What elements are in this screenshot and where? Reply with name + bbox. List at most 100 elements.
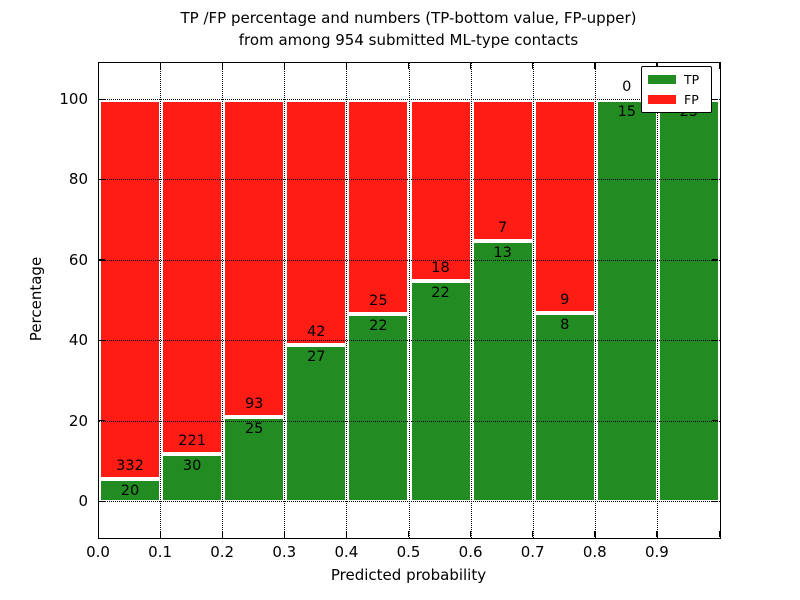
x-tick-label: 0.9 (644, 543, 669, 561)
fp-bar-segment (161, 100, 224, 454)
fp-bar-segment (409, 100, 472, 281)
x-tick-label: 0.5 (396, 543, 421, 561)
x-tick-mark (718, 531, 720, 537)
chart-title-line1: TP /FP percentage and numbers (TP-bottom… (180, 9, 637, 27)
x-tick-label: 0.8 (582, 543, 607, 561)
fp-count-label: 0 (622, 79, 632, 95)
x-tick-mark (470, 531, 472, 537)
x-tick-mark (283, 531, 286, 537)
legend-row-tp: TP (648, 72, 705, 87)
y-axis-label: Percentage (27, 256, 45, 342)
fp-bar-segment (471, 100, 534, 241)
tp-bar-segment (409, 280, 472, 502)
y-tick-label: 40 (68, 331, 88, 350)
y-tick-mark (99, 339, 105, 341)
tp-count-label: 22 (369, 317, 388, 334)
horizontal-gridline (99, 501, 720, 502)
tp-bar-segment (471, 240, 534, 502)
tp-legend-swatch-icon (648, 75, 676, 85)
fp-bar-segment (223, 100, 286, 417)
y-tick-mark (712, 420, 718, 422)
tp-count-label: 20 (120, 483, 140, 500)
y-tick-label: 20 (68, 411, 88, 430)
fp-count-label: 332 (116, 458, 144, 475)
x-tick-mark (408, 531, 410, 537)
x-tick-mark (656, 531, 658, 537)
vertical-gridline (532, 63, 534, 538)
y-tick-label: 80 (68, 170, 88, 189)
vertical-gridline (284, 63, 286, 538)
tp-count-label: 22 (431, 284, 450, 301)
y-tick-mark (99, 259, 105, 261)
tp-bar-segment (595, 100, 658, 502)
vertical-gridline (470, 63, 472, 538)
y-tick-mark (99, 420, 105, 422)
x-tick-mark (221, 531, 223, 537)
fp-count-label: 93 (244, 395, 264, 412)
x-tick-label: 0.6 (458, 543, 483, 561)
x-tick-mark (532, 63, 534, 69)
fp-count-label: 7 (497, 219, 508, 236)
legend-label-fp: FP (684, 91, 699, 107)
tp-bar-segment (285, 344, 348, 502)
x-axis-label: Predicted probability (330, 566, 487, 584)
fp-bar-segment (99, 100, 162, 480)
horizontal-gridline (99, 340, 720, 342)
tp-bar-segment (161, 453, 224, 502)
vertical-gridline (594, 63, 596, 538)
y-tick-mark (712, 98, 718, 100)
x-tick-mark (594, 531, 596, 537)
y-tick-mark (99, 98, 105, 100)
tp-bar-segment (99, 479, 162, 502)
vertical-gridline (408, 63, 410, 538)
x-tick-mark (594, 63, 596, 69)
y-tick-mark (712, 500, 718, 502)
tp-bar-segment (533, 312, 596, 502)
x-tick-label: 0.4 (334, 543, 359, 561)
x-tick-label: 0.0 (86, 543, 110, 561)
x-tick-mark (718, 63, 720, 69)
vertical-gridline (222, 63, 224, 538)
tp-bar-segment (223, 416, 286, 502)
tp-count-label: 25 (244, 420, 264, 437)
x-tick-mark (221, 63, 223, 69)
vertical-gridline (346, 63, 348, 538)
y-tick-label: 100 (59, 90, 88, 108)
legend-row-fp: FP (648, 92, 705, 107)
tp-count-label: 13 (493, 244, 512, 261)
x-tick-label: 0.2 (210, 543, 235, 561)
tp-bar-segment (657, 100, 720, 502)
y-tick-mark (712, 339, 718, 341)
x-tick-mark (532, 531, 534, 537)
tp-bar-segment (347, 313, 410, 502)
y-tick-mark (712, 259, 718, 261)
y-tick-label: 60 (68, 250, 88, 269)
horizontal-gridline (99, 99, 720, 100)
plot-area: 203323022125932742222522181378915025 (98, 62, 721, 539)
y-tick-mark (712, 178, 718, 181)
x-tick-label: 0.3 (272, 543, 297, 561)
tp-count-label: 30 (182, 457, 202, 474)
y-tick-mark (99, 500, 105, 502)
x-tick-label: 0.7 (520, 543, 545, 561)
fp-bar-segment (533, 100, 596, 313)
legend: TP FP (641, 66, 712, 113)
x-tick-mark (470, 63, 472, 69)
fp-bar-segment (285, 100, 348, 345)
x-tick-mark (97, 63, 99, 69)
fp-count-label: 18 (431, 259, 450, 276)
fp-legend-swatch-icon (648, 94, 676, 104)
fp-count-label: 221 (178, 432, 206, 449)
vertical-gridline (656, 63, 658, 538)
y-tick-mark (99, 178, 105, 181)
x-tick-mark (345, 63, 348, 69)
horizontal-gridline (99, 420, 720, 422)
horizontal-gridline (99, 259, 720, 261)
vertical-gridline (160, 63, 162, 538)
x-tick-mark (283, 63, 286, 69)
chart-title-line2: from among 954 submitted ML-type contact… (238, 31, 579, 49)
x-tick-mark (408, 63, 410, 69)
tp-count-label: 8 (560, 316, 570, 333)
x-tick-mark (97, 531, 99, 537)
